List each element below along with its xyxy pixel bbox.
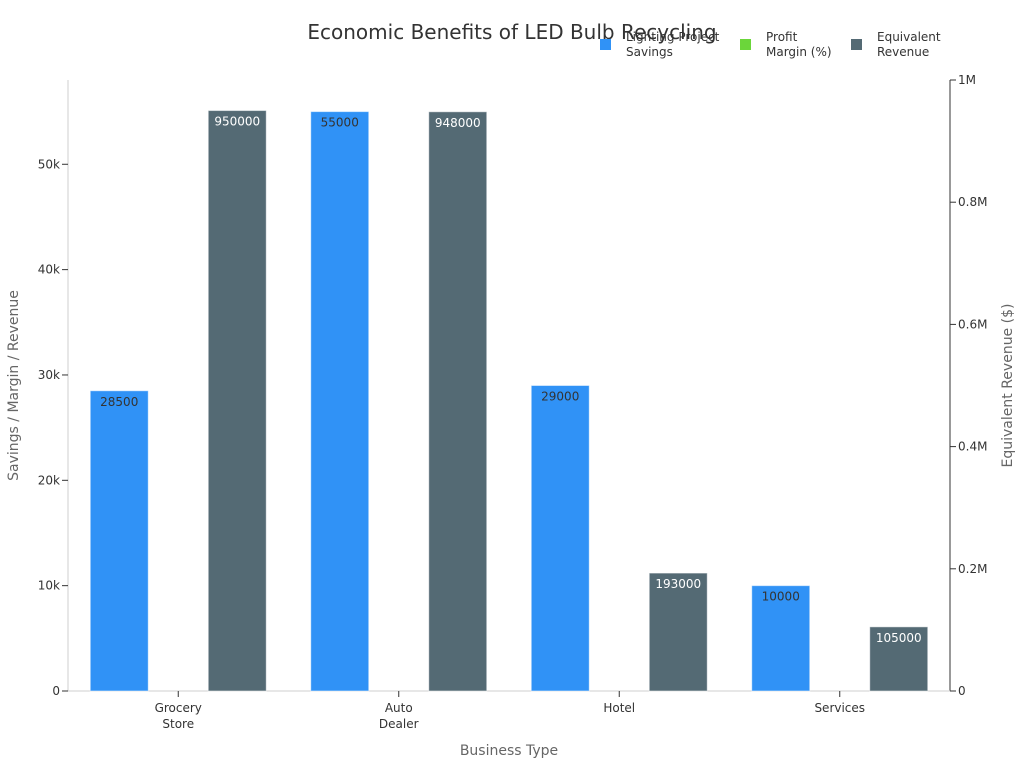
data-label: 10000	[762, 590, 800, 604]
legend-label-revenue: Equivalent Revenue	[877, 30, 941, 59]
chart-title: Economic Benefits of LED Bulb Recycling	[307, 20, 717, 44]
y2-tick-label: 0	[958, 684, 966, 698]
x-tick-label: Store	[162, 717, 194, 731]
y-tick-label: 20k	[38, 473, 60, 487]
x-tick-label: Services	[814, 701, 865, 715]
bar-savings	[89, 390, 149, 692]
y2-tick-label: 0.2M	[958, 562, 987, 576]
x-tick-label: Grocery	[155, 701, 202, 715]
y-tick-label: 10k	[38, 579, 60, 593]
y2-tick-label: 0.4M	[958, 440, 987, 454]
data-label: 105000	[876, 631, 922, 645]
legend-item-savings[interactable]: Lighting Project Savings	[600, 30, 740, 60]
data-label: 948000	[435, 116, 481, 130]
bar-savings	[751, 585, 811, 692]
legend-label-margin: Profit Margin (%)	[766, 30, 832, 59]
y2-tick-label: 0.6M	[958, 317, 987, 331]
x-tick-label: Hotel	[603, 701, 635, 715]
data-label: 55000	[321, 116, 359, 130]
data-label: 28500	[100, 395, 138, 409]
y-axis-title: Savings / Margin / Revenue	[6, 290, 22, 481]
legend-item-margin[interactable]: Profit Margin (%)	[740, 30, 851, 60]
x-tick-label: Auto	[385, 701, 413, 715]
data-label: 29000	[541, 390, 579, 404]
y2-tick-label: 1M	[958, 73, 976, 87]
y-tick-label: 30k	[38, 368, 60, 382]
bar-revenue	[869, 626, 929, 692]
data-label: 193000	[655, 577, 701, 591]
x-tick-label: Dealer	[379, 717, 419, 731]
bar-revenue	[207, 110, 267, 692]
legend-label-savings: Lighting Project Savings	[626, 30, 720, 59]
y-tick-label: 0	[52, 684, 60, 698]
bar-revenue	[428, 111, 488, 692]
bar-savings	[530, 385, 590, 692]
y-tick-label: 50k	[38, 157, 60, 171]
legend: Lighting Project Savings Profit Margin (…	[600, 30, 991, 60]
bar-revenue	[648, 572, 708, 692]
legend-item-revenue[interactable]: Equivalent Revenue	[851, 30, 991, 60]
x-axis-title: Business Type	[460, 743, 558, 759]
data-label: 950000	[214, 115, 260, 129]
legend-swatch-revenue	[851, 39, 862, 50]
bar-savings	[310, 111, 370, 692]
legend-swatch-savings	[600, 39, 611, 50]
y2-tick-label: 0.8M	[958, 195, 987, 209]
y2-axis-title: Equivalent Revenue ($)	[1000, 304, 1016, 468]
y-tick-label: 40k	[38, 263, 60, 277]
legend-swatch-margin	[740, 39, 751, 50]
